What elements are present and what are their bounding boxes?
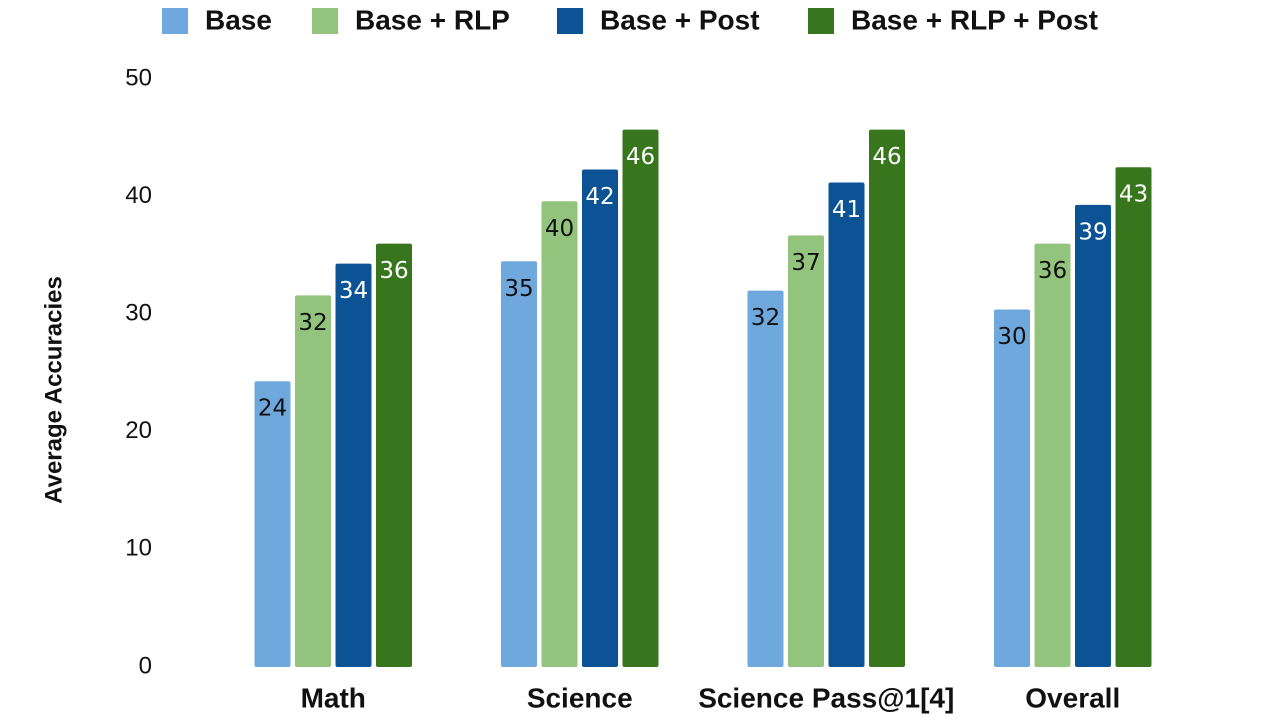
- value-label: 36: [1038, 258, 1067, 284]
- value-label: 30: [997, 324, 1026, 350]
- value-label: 46: [872, 144, 901, 170]
- legend-swatch: [312, 8, 338, 34]
- value-label: 42: [585, 184, 614, 210]
- y-tick-label: 20: [125, 417, 152, 444]
- bar: [254, 381, 291, 667]
- value-label: 40: [545, 216, 574, 242]
- bar: [501, 261, 537, 667]
- legend-label: Base: [205, 4, 272, 35]
- value-label: 32: [751, 305, 780, 331]
- value-label: 46: [626, 144, 655, 170]
- legend-swatch: [557, 8, 583, 34]
- bar: [788, 235, 824, 667]
- bar: [1034, 243, 1071, 667]
- bar: [295, 295, 331, 667]
- bar: [335, 263, 372, 667]
- y-tick-label: 50: [125, 64, 152, 91]
- value-label: 43: [1119, 182, 1148, 208]
- bar: [994, 309, 1030, 667]
- y-tick-label: 30: [125, 300, 152, 327]
- value-label: 24: [258, 396, 287, 422]
- value-label: 41: [832, 197, 861, 223]
- value-label: 37: [791, 250, 820, 276]
- x-tick-label: Overall: [1025, 682, 1120, 713]
- legend-swatch: [162, 8, 188, 34]
- bar: [1075, 204, 1111, 667]
- bar: [1115, 167, 1152, 667]
- y-tick-label: 0: [139, 652, 152, 679]
- value-label: 32: [298, 310, 327, 336]
- x-tick-label: Science: [527, 682, 633, 713]
- bar: [582, 169, 618, 667]
- bar: [376, 243, 412, 667]
- bar: [869, 129, 905, 667]
- legend-label: Base + Post: [600, 4, 760, 35]
- x-tick-label: Science Pass@1[4]: [698, 682, 954, 713]
- legend-label: Base + RLP + Post: [851, 4, 1098, 35]
- y-tick-label: 10: [125, 535, 152, 562]
- legend-label: Base + RLP: [355, 4, 510, 35]
- x-tick-label: Math: [301, 682, 366, 713]
- value-label: 36: [379, 258, 408, 284]
- value-label: 39: [1078, 219, 1107, 245]
- bar: [747, 290, 784, 667]
- legend-swatch: [808, 8, 834, 34]
- y-tick-label: 40: [125, 182, 152, 209]
- bar: [622, 129, 659, 667]
- value-label: 34: [339, 278, 368, 304]
- bar: [828, 182, 865, 667]
- bar: [541, 201, 578, 667]
- value-label: 35: [504, 276, 533, 302]
- y-axis-label: Average Accuracies: [40, 276, 67, 504]
